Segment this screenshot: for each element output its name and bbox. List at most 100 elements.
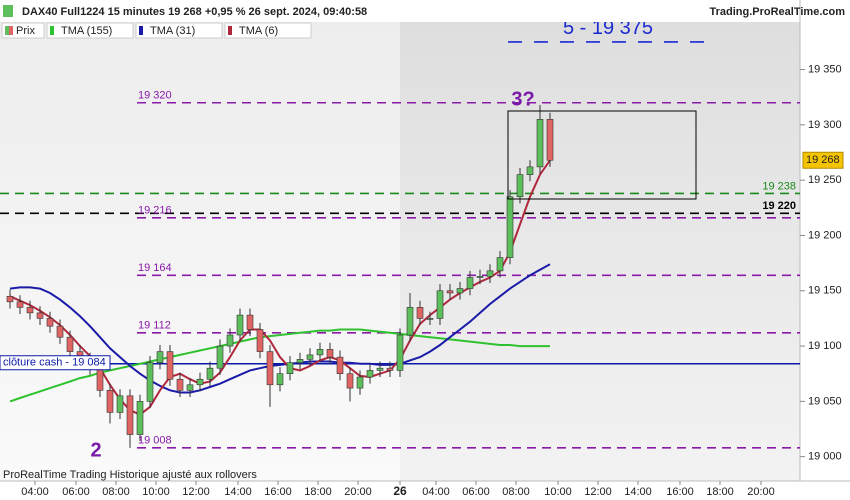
candle-body [416,307,424,319]
x-tick-label: 04:00 [422,486,450,498]
candle-body [526,166,534,175]
candle-body [186,384,194,391]
candle-body [336,356,344,375]
legend-swatch [139,26,143,35]
x-tick-label: 14:00 [224,486,252,498]
legend-item: TMA (6) [224,22,312,39]
candle-body [156,351,164,363]
x-tick-label: 14:00 [624,486,652,498]
candle-body [16,301,24,308]
x-tick-label: 12:00 [584,486,612,498]
x-tick-label: 06:00 [462,486,490,498]
candle-body [546,119,554,161]
candle-body [326,349,334,358]
x-tick-label: 10:00 [142,486,170,498]
legend-item: Prix [1,22,45,39]
candle-body [316,349,324,356]
candle-body [346,373,354,389]
candle-body [496,257,504,272]
candle-body [386,367,394,371]
x-tick-label: 08:00 [102,486,130,498]
x-tick-label: 06:00 [62,486,90,498]
candle-body [306,354,314,360]
candle-body [206,367,214,380]
level-label: clôture cash - 19 084 [3,357,106,369]
legend-swatch [5,26,9,35]
candle-body [426,318,434,320]
chart-title: DAX40 Full1224 15 minutes 19 268 +0,95 %… [22,6,367,18]
legend-label: TMA (155) [61,25,112,37]
candle-body [516,174,524,198]
x-tick-label: 10:00 [544,486,572,498]
level-label: 19 216 [138,205,172,217]
legend-swatch [9,26,13,35]
last-price-label: 19 268 [806,154,840,166]
candle-body [106,390,114,413]
candle-body [366,370,374,378]
y-tick-label: 19 200 [808,229,842,241]
candle-body [96,367,104,391]
zone-box [507,110,697,200]
x-tick-label: 18:00 [304,486,332,498]
candle-body [126,395,134,435]
x-tick-label: 16:00 [666,486,694,498]
candle-body [486,270,494,277]
candle-body [436,290,444,319]
candle-body [166,351,174,380]
y-tick-label: 19 100 [808,340,842,352]
candle-body [136,401,144,435]
candle-body [6,295,14,303]
x-tick-label: 08:00 [502,486,530,498]
level-label-box [0,355,111,371]
candle-body [226,334,234,347]
legend-item: TMA (31) [135,22,223,39]
y-tick-label: 19 150 [808,285,842,297]
candle-body [376,367,384,371]
legend-frame [46,22,134,39]
last-price-box [802,151,844,169]
candle-body [406,307,414,336]
candle-body [246,314,254,330]
x-tick-label: 18:00 [706,486,734,498]
x-tick-label: 26 [393,484,407,498]
y-tick-label: 19 350 [808,63,842,75]
legend: Prix TMA (155) TMA (31) TMA (6) [1,22,312,39]
candle-body [176,378,184,391]
y-tick-label: 19 300 [808,119,842,131]
legend-swatch [228,26,232,35]
y-tick-label: 19 000 [808,451,842,463]
candle-body [536,119,544,168]
x-tick-label: 20:00 [344,486,372,498]
level-label: 19 238 [762,180,796,192]
x-tick-label: 04:00 [21,486,49,498]
candle-body [196,378,204,386]
x-tick-label: 20:00 [747,486,775,498]
candle-body [116,395,124,413]
candle-body [286,362,294,375]
legend-label: TMA (6) [239,25,278,37]
ma-line [9,263,551,394]
level-label: 19 320 [138,90,172,102]
candle-body [46,318,54,327]
footer: ProRealTime Trading Historique ajusté au… [3,469,257,481]
candle-body [396,334,404,371]
legend-label: TMA (31) [150,25,195,37]
legend-label: Prix [16,25,35,37]
candle-body [26,307,34,314]
candle-body [66,336,74,352]
annotation: 2 [90,439,101,461]
app-icon [3,5,13,17]
candle-body [236,314,244,336]
legend-swatch [50,26,54,35]
legend-frame [224,22,312,39]
candle-body [476,276,484,278]
candle-body [56,325,64,338]
candle-body [446,290,454,294]
candle-body [506,196,514,258]
candle-body [456,288,464,294]
level-label: 5 - 19 375 [563,17,653,39]
legend-frame [135,22,223,39]
candle-body [466,277,474,289]
plot-bg-left [0,22,400,481]
